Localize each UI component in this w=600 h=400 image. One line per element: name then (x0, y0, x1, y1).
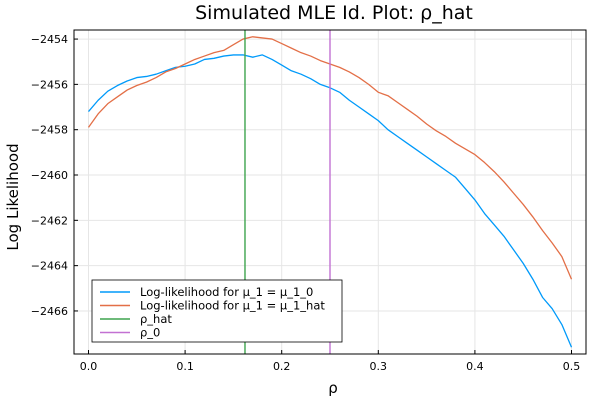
chart-title: Simulated MLE Id. Plot: ρ_hat (195, 2, 473, 24)
plot-frame (73, 29, 587, 355)
x-tick-label: 0.0 (80, 360, 98, 373)
legend-label: ρ_hat (140, 312, 172, 326)
y-tick-label: −2464 (31, 260, 68, 273)
y-tick-label: −2466 (31, 305, 68, 318)
y-tick-label: −2458 (31, 124, 68, 137)
legend-label: ρ_0 (140, 326, 160, 340)
y-tick-label: −2456 (31, 78, 68, 91)
legend-label: Log-likelihood for μ_1 = μ_1_hat (140, 299, 325, 313)
x-tick-label: 0.4 (466, 360, 484, 373)
legend-box (91, 279, 343, 343)
y-tick-label: −2462 (31, 214, 68, 227)
y-axis-ticks: −2466 −2464 −2462 −2460 −2458 −2456 −2454 (31, 33, 78, 318)
y-axis-title: Log Likelihood (4, 143, 22, 250)
legend-label: Log-likelihood for μ_1 = μ_1_0 (140, 285, 313, 299)
legend-items: Log-likelihood for μ_1 = μ_1_0Log-likeli… (100, 285, 325, 340)
y-tick-label: −2454 (31, 33, 68, 46)
x-axis-title: ρ (328, 379, 338, 397)
x-axis-ticks: 0.0 0.1 0.2 0.3 0.4 0.5 (80, 350, 581, 373)
y-tick-label: −2460 (31, 169, 68, 182)
x-tick-label: 0.1 (176, 360, 194, 373)
x-tick-label: 0.5 (563, 360, 581, 373)
x-tick-label: 0.3 (370, 360, 388, 373)
x-tick-label: 0.2 (273, 360, 291, 373)
legend: Log-likelihood for μ_1 = μ_1_0Log-likeli… (91, 279, 343, 343)
series-layer (87, 30, 573, 354)
